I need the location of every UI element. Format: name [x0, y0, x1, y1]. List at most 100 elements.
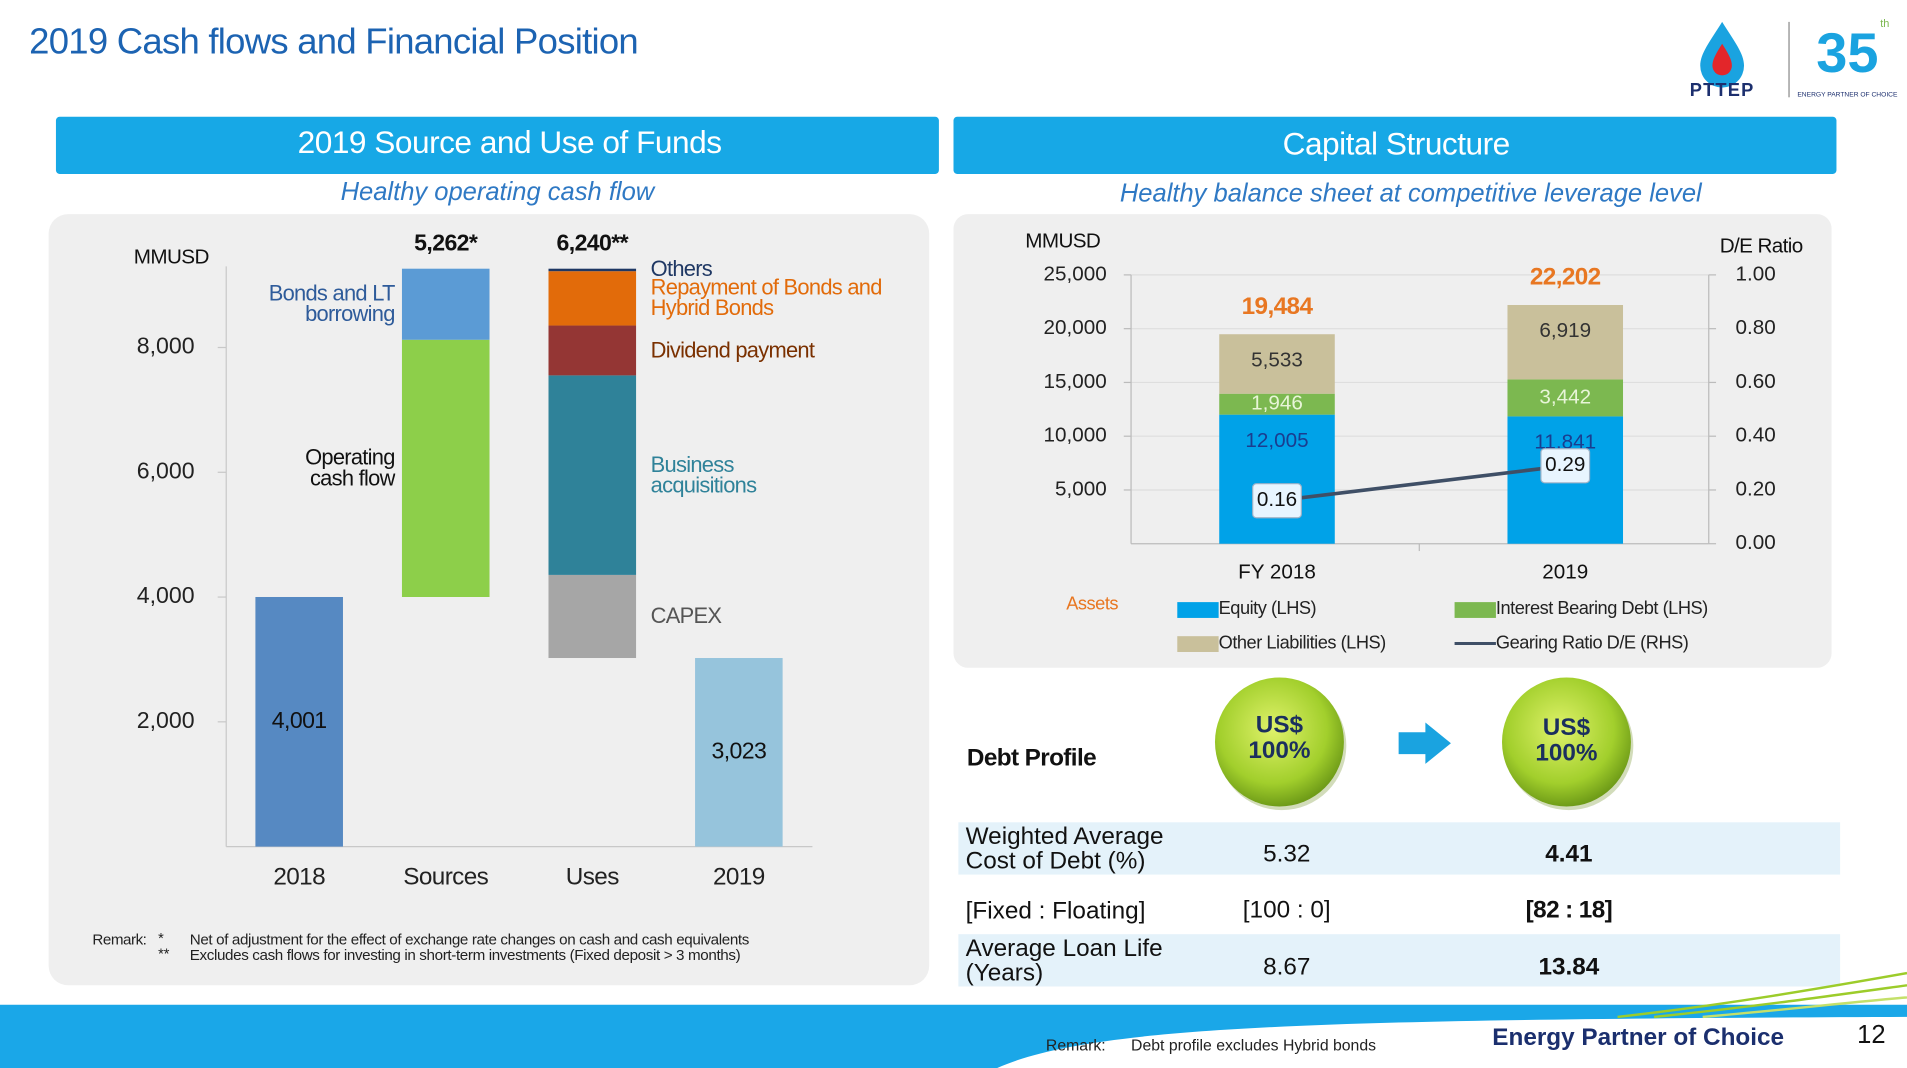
debt-profile-title: Debt Profile	[967, 744, 1096, 771]
cell: 5.32	[1263, 841, 1310, 868]
page-title: 2019 Cash flows and Financial Position	[29, 20, 638, 61]
segment	[548, 574, 637, 659]
segment-label-box: Operating cash flow	[305, 445, 395, 491]
segment-label: Bonds and LT borrowing	[268, 281, 395, 327]
cell: 8.67	[1263, 954, 1310, 981]
note-marker: *	[158, 931, 164, 947]
segment-label: CAPEX	[650, 603, 722, 629]
y2-tick-label: 0.80	[1736, 316, 1776, 339]
segment-label-box: Others	[650, 257, 713, 282]
segment	[548, 268, 637, 272]
legend-label: Other Liabilities (LHS)	[1219, 631, 1386, 652]
cell: [82 : 18]	[1526, 897, 1612, 924]
segment	[548, 325, 637, 376]
segment-label-box: CAPEX	[650, 603, 722, 629]
total-label: 19,484	[1242, 293, 1314, 320]
cell: [100 : 0]	[1243, 897, 1331, 924]
section-bar	[953, 116, 1837, 174]
note: Excludes cash flows for investing in sho…	[190, 947, 741, 964]
point-label: 0.29	[1545, 453, 1585, 476]
segment-label: Business acquisitions	[650, 452, 757, 498]
value-label: 1,946	[1251, 392, 1303, 415]
legend-swatch	[1177, 636, 1219, 652]
ball-currency: US$	[1543, 714, 1591, 741]
section-subtitle: Healthy operating cash flow	[341, 178, 656, 206]
logo-flame	[1712, 43, 1732, 76]
legend-swatch	[1454, 602, 1496, 618]
x-tick-label: FY 2018	[1238, 560, 1316, 583]
segment-label-box: Bonds and LT borrowing	[268, 281, 395, 327]
bar	[255, 596, 343, 847]
row-label: Weighted Average Cost of Debt (%)	[965, 823, 1164, 875]
debt-profile: Debt Profile US$ 100% US$ 100% Weighted …	[958, 677, 1841, 987]
ball-currency: US$	[1256, 712, 1304, 739]
page-number: 12	[1857, 1021, 1885, 1049]
x-tick-label: 2019	[713, 864, 765, 891]
y-tick-label: 15,000	[1044, 370, 1107, 393]
x-tick-label: Uses	[566, 864, 619, 891]
value-label: 6,919	[1539, 319, 1591, 342]
value-label: 4,001	[272, 707, 327, 733]
y-tick-label: 10,000	[1044, 424, 1107, 447]
annotation: Assets	[1066, 592, 1118, 613]
row-label: Average Loan Life (Years)	[965, 935, 1163, 987]
point-label: 0.16	[1257, 488, 1297, 511]
footer-remark-label: Remark:	[1046, 1037, 1106, 1054]
y-tick-label: 25,000	[1044, 262, 1107, 285]
y-tick-label: 4,000	[137, 582, 195, 608]
value-label: 5,533	[1251, 348, 1303, 371]
segment	[1219, 393, 1335, 415]
logo: PTTEP 35 th ENERGY PARTNER OF CHOICE	[1690, 18, 1898, 100]
segment-label: Operating cash flow	[305, 445, 395, 491]
segment	[401, 268, 490, 340]
arrow	[1398, 722, 1451, 764]
currency-ball	[1502, 677, 1631, 807]
legend-label: Interest Bearing Debt (LHS)	[1496, 597, 1708, 618]
footer-remark: Debt profile excludes Hybrid bonds	[1131, 1037, 1376, 1054]
segment-label: Dividend payment	[650, 337, 815, 363]
segment	[1507, 379, 1624, 417]
segment-label: Others	[650, 257, 713, 282]
swoosh	[1702, 996, 1907, 1019]
value-label: 6,240**	[557, 229, 629, 255]
footer: Remark: Debt profile excludes Hybrid bon…	[0, 971, 1907, 1068]
legend-label: Equity (LHS)	[1219, 597, 1317, 618]
value-label: 3,023	[711, 737, 766, 763]
segment	[1219, 334, 1335, 394]
swoosh	[1653, 984, 1907, 1019]
row-label-box: [Fixed : Floating]	[966, 899, 1146, 923]
cell: 4.41	[1545, 841, 1592, 868]
currency-ball	[1214, 677, 1344, 807]
y2-tick-label: 1.00	[1736, 262, 1776, 285]
footer-band	[0, 1004, 1907, 1068]
value-label: 3,442	[1539, 385, 1591, 408]
swoosh	[1617, 971, 1907, 1019]
y-tick-label: 6,000	[137, 457, 195, 483]
segment-label-box: Repayment of Bonds and Hybrid Bonds	[651, 276, 883, 319]
logo-suffix: th	[1880, 18, 1889, 30]
y-tick-label: 5,000	[1055, 477, 1107, 500]
y-tick-label: 8,000	[137, 333, 195, 359]
segment	[548, 271, 637, 326]
row-label-box: Weighted Average Cost of Debt (%)	[965, 823, 1164, 875]
section-bar	[55, 116, 939, 174]
y-tick-label: 20,000	[1044, 316, 1107, 339]
x-tick-label: 2018	[273, 864, 325, 891]
segment	[1219, 414, 1335, 544]
section-subtitle: Healthy balance sheet at competitive lev…	[1120, 179, 1703, 207]
segment	[401, 339, 490, 597]
y-axis-title: MMUSD	[1025, 230, 1100, 253]
ball-share: 100%	[1248, 737, 1310, 764]
total-label: 22,202	[1530, 264, 1601, 291]
note: Net of adjustment for the effect of exch…	[190, 931, 750, 948]
value-label: 11,841	[1534, 431, 1596, 454]
logo-tagline: ENERGY PARTNER OF CHOICE	[1797, 92, 1898, 99]
y2-axis-title: D/E Ratio	[1720, 234, 1803, 257]
y-tick-label: 2,000	[137, 707, 195, 733]
segment	[548, 375, 637, 575]
value-label: 12,005	[1245, 429, 1308, 452]
segment-label-box: Business acquisitions	[650, 452, 757, 498]
note-marker: **	[158, 947, 170, 963]
point-box	[1252, 483, 1302, 519]
